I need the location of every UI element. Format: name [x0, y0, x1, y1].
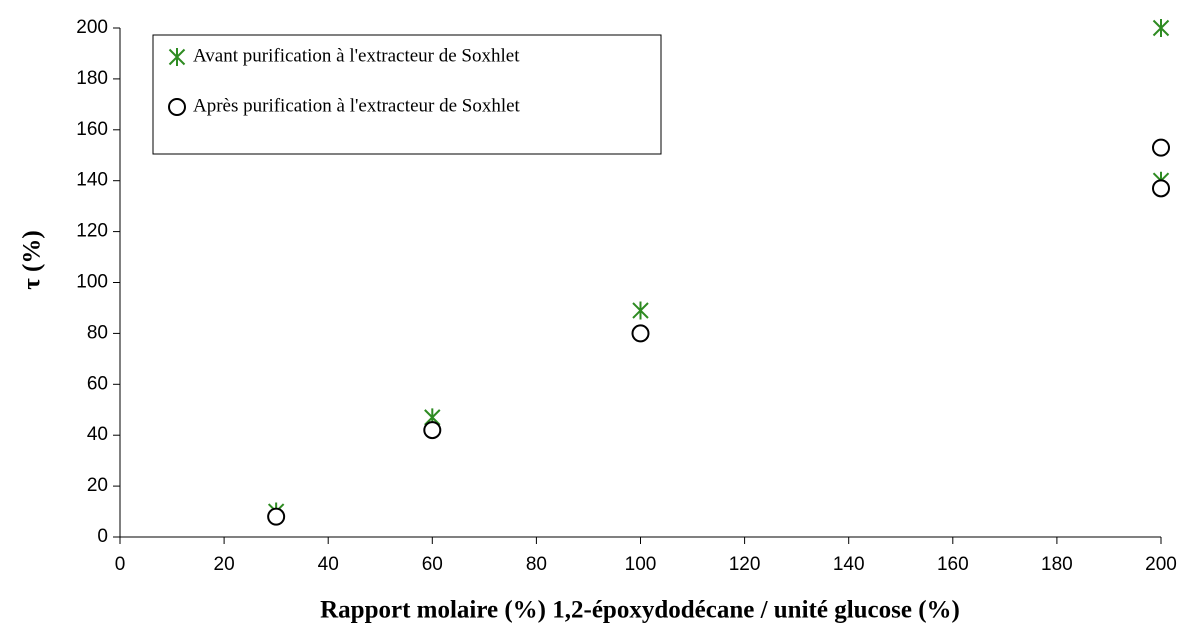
point: [1152, 19, 1170, 37]
legend-label: Après purification à l'extracteur de Sox…: [193, 95, 521, 116]
y-tick-label: 80: [87, 322, 108, 343]
point: [1152, 138, 1170, 157]
y-tick-label: 160: [76, 119, 108, 140]
point: [631, 324, 650, 343]
y-tick-label: 200: [76, 17, 108, 38]
legend-label: Avant purification à l'extracteur de Sox…: [193, 45, 520, 66]
x-tick-label: 80: [526, 554, 547, 575]
x-tick-label: 100: [625, 554, 657, 575]
x-tick-label: 20: [214, 554, 235, 575]
legend-marker: [168, 98, 186, 116]
y-tick-label: 40: [87, 424, 108, 445]
x-tick-label: 160: [937, 554, 969, 575]
x-tick-label: 200: [1145, 554, 1177, 575]
y-tick-label: 0: [97, 526, 108, 547]
x-tick-label: 120: [729, 554, 761, 575]
x-axis-title: Rapport molaire (%) 1,2-époxydodécane / …: [320, 597, 960, 624]
x-tick-label: 140: [833, 554, 865, 575]
y-tick-label: 20: [87, 475, 108, 496]
legend-marker: [168, 48, 186, 66]
point: [632, 301, 649, 320]
x-tick-label: 180: [1041, 554, 1073, 575]
point: [1152, 179, 1170, 198]
y-tick-label: 140: [76, 170, 108, 191]
x-tick-label: 0: [115, 554, 126, 575]
y-tick-label: 100: [76, 272, 108, 293]
y-tick-label: 180: [76, 68, 108, 89]
x-tick-label: 40: [318, 554, 339, 575]
y-tick-label: 60: [87, 373, 108, 394]
x-tick-label: 60: [422, 554, 443, 575]
y-axis-title: τ (%): [19, 230, 46, 289]
point: [267, 507, 286, 526]
y-tick-label: 120: [76, 221, 108, 242]
point: [423, 421, 442, 440]
legend-box: [152, 34, 662, 155]
